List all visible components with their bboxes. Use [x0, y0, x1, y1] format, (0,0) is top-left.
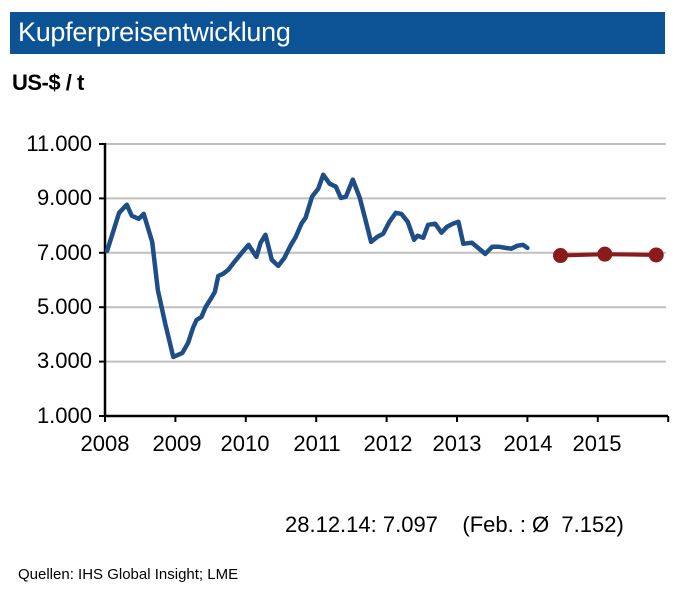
y-tick-label: 7.000 [36, 240, 92, 265]
x-tick-label: 2015 [572, 431, 622, 456]
x-tick-label: 2010 [220, 431, 270, 456]
latest-value-annotation: 28.12.14: 7.097 (Feb. : Ø 7.152) [285, 512, 624, 537]
x-tick-label: 2008 [80, 431, 130, 456]
history-price-line [104, 172, 530, 360]
axes [99, 143, 670, 422]
x-tick-label: 2009 [152, 431, 202, 456]
y-tick-label: 11.000 [26, 131, 92, 156]
x-tick-label: 2014 [503, 431, 553, 456]
title-bar: Kupferpreisentwicklung [10, 12, 665, 54]
y-tick-label: 5.000 [36, 294, 92, 319]
y-axis-unit-label: US-$ / t [12, 70, 84, 95]
y-tick-label: 9.000 [36, 185, 92, 210]
source-note: Quellen: IHS Global Insight; LME [18, 566, 239, 583]
x-tick-label: 2012 [363, 431, 413, 456]
y-tick-label: 3.000 [36, 348, 92, 373]
forecast-marker [552, 248, 568, 264]
forecast-marker [648, 247, 664, 263]
chart-title: Kupferpreisentwicklung [18, 17, 291, 47]
x-tick-label: 2011 [293, 431, 341, 456]
gridlines [105, 143, 666, 363]
x-tick-label: 2013 [432, 431, 482, 456]
y-tick-label: 1.000 [36, 403, 92, 428]
forecast-markers [552, 246, 664, 264]
forecast-marker [597, 246, 613, 262]
